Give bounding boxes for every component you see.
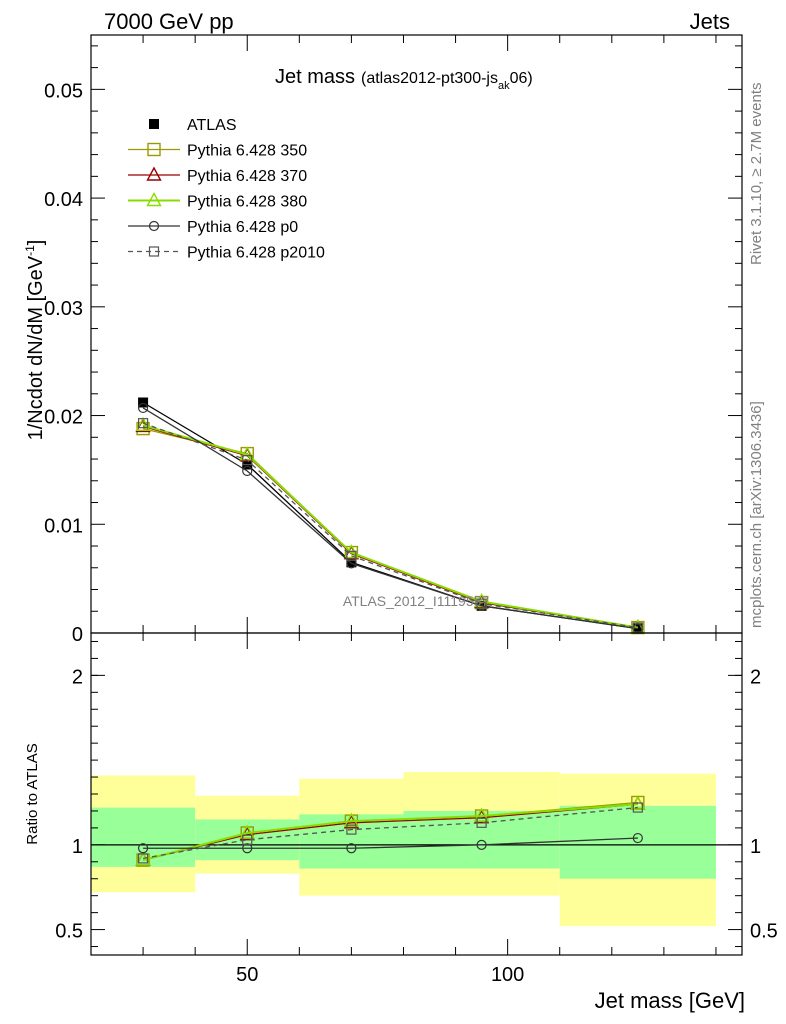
main-y-tick-label: 0.04 bbox=[44, 189, 83, 211]
main-y-tick-label: 0 bbox=[72, 624, 83, 646]
legend: ATLAS Pythia 6.428 350 Pythia 6.428 370 Pyt… bbox=[128, 117, 325, 262]
main-point bbox=[346, 557, 357, 568]
ratio-point bbox=[242, 834, 253, 845]
x-tick-label: 50 bbox=[236, 964, 258, 986]
axis-ticks: 0 0.01 0.02 0.03 0.04 0.05 0.5 0.5 1 1 2 2 50 100 bbox=[44, 35, 778, 986]
legend-marker bbox=[149, 119, 159, 129]
ratio-point bbox=[346, 843, 357, 854]
ratio-point bbox=[476, 839, 487, 850]
legend-label: Pythia 6.428 p2010 bbox=[187, 245, 325, 262]
main-y-axis-label-text: 1/Ncdot dN/dM [GeV bbox=[25, 255, 47, 440]
plot-title-main: Jet mass bbox=[275, 66, 355, 88]
plot-subtitle: (atlas2012-pt300-jsak06) bbox=[361, 70, 533, 92]
main-point bbox=[137, 418, 149, 429]
main-point bbox=[346, 550, 357, 561]
legend-label: Pythia 6.428 p0 bbox=[187, 219, 298, 236]
main-point bbox=[137, 402, 149, 414]
header-left: 7000 GeV pp bbox=[104, 9, 234, 34]
ratio-point bbox=[135, 851, 151, 866]
main-point bbox=[242, 455, 253, 466]
ratio-y-tick-label-right: 2 bbox=[750, 666, 761, 688]
legend-marker bbox=[146, 192, 162, 207]
ratio-point bbox=[137, 853, 149, 864]
ratio-point bbox=[632, 802, 643, 813]
legend-label: Pythia 6.428 380 bbox=[187, 194, 307, 211]
main-point bbox=[242, 465, 253, 477]
band-inner-bin bbox=[91, 807, 196, 867]
ratio-series-line bbox=[142, 806, 638, 860]
legend-marker bbox=[147, 142, 161, 157]
legend-label: Pythia 6.428 370 bbox=[187, 168, 307, 185]
main-series-line bbox=[142, 424, 639, 629]
main-point bbox=[476, 598, 487, 609]
ratio-series-line bbox=[143, 837, 638, 849]
main-point bbox=[138, 397, 149, 408]
ratio-point bbox=[239, 824, 255, 839]
ratio-panel-series bbox=[135, 795, 646, 867]
main-point bbox=[632, 622, 643, 633]
ratio-y-tick-label-right: 0.5 bbox=[750, 921, 778, 943]
ratio-point bbox=[476, 817, 487, 828]
x-tick-label: 100 bbox=[491, 964, 524, 986]
main-y-axis-label-suffix: ] bbox=[25, 240, 47, 246]
ratio-point bbox=[346, 824, 357, 835]
main-point bbox=[346, 558, 357, 569]
ratio-series-line bbox=[142, 803, 638, 861]
main-y-tick-label: 0.01 bbox=[44, 515, 83, 537]
legend-label: Pythia 6.428 350 bbox=[187, 143, 307, 160]
plot-subtitle-prefix: (atlas2012-pt300-js bbox=[361, 70, 498, 87]
plot-title: Jet mass bbox=[275, 66, 355, 88]
main-y-axis-label: 1/Ncdot dN/dM [GeV-1] bbox=[23, 240, 47, 441]
ratio-y-tick-label-left: 0.5 bbox=[55, 921, 83, 943]
watermark: ATLAS_2012_I1119557 bbox=[343, 593, 490, 609]
legend-marker bbox=[148, 220, 160, 232]
main-panel-series bbox=[135, 397, 646, 635]
ratio-point bbox=[632, 832, 643, 844]
plot-subtitle-script: ak bbox=[498, 80, 510, 92]
legend-marker bbox=[148, 246, 160, 257]
ratio-y-tick-label-left: 2 bbox=[72, 666, 83, 688]
header-right: Jets bbox=[690, 9, 730, 34]
ratio-y-axis-label: Ratio to ATLAS bbox=[24, 743, 41, 844]
ratio-uncertainty-bands bbox=[91, 771, 742, 927]
ratio-point bbox=[473, 807, 490, 822]
main-y-axis-label-sup: -1 bbox=[23, 245, 37, 256]
x-axis-label: Jet mass [GeV] bbox=[595, 988, 745, 1013]
legend-label: ATLAS bbox=[187, 117, 237, 134]
main-y-tick-label: 0.05 bbox=[44, 80, 83, 102]
mcplots-label: mcplots.cern.ch [arXiv:1306.3436] bbox=[748, 401, 765, 628]
main-y-tick-label: 0.03 bbox=[44, 298, 83, 320]
ratio-point bbox=[137, 843, 149, 854]
main-series-line bbox=[142, 422, 638, 629]
rivet-label: Rivet 3.1.10, ≥ 2.7M events bbox=[748, 83, 765, 266]
legend-marker bbox=[146, 166, 162, 181]
ratio-series-line bbox=[142, 803, 638, 862]
main-y-tick-label: 0.02 bbox=[44, 407, 83, 429]
main-series-line bbox=[142, 407, 638, 630]
ratio-y-tick-label-right: 1 bbox=[750, 836, 761, 858]
ratio-y-tick-label-left: 1 bbox=[72, 836, 83, 858]
ratio-point bbox=[343, 812, 360, 827]
plot-subtitle-suffix: 06) bbox=[510, 70, 533, 87]
